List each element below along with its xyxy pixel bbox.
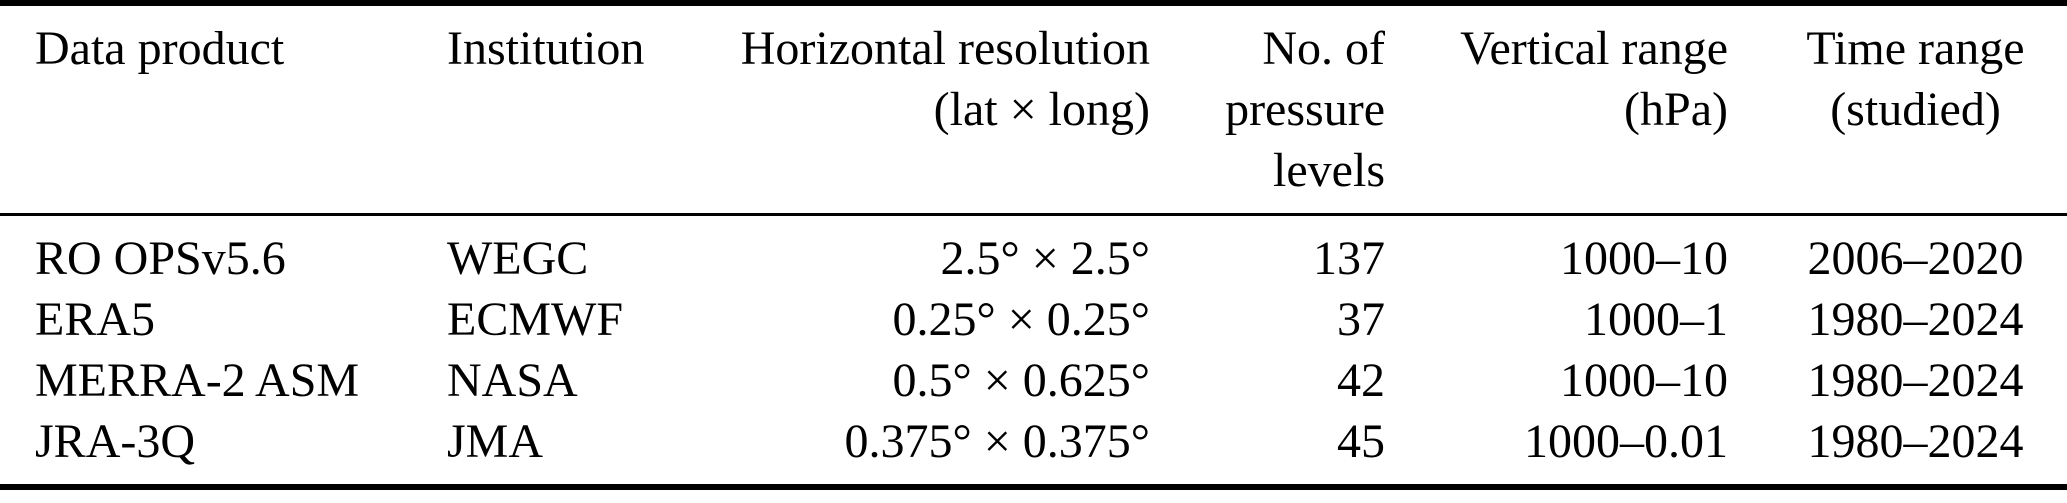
table-row: JRA-3Q JMA 0.375° × 0.375° 45 1000–0.01 …: [0, 411, 2067, 487]
table-row: ERA5 ECMWF 0.25° × 0.25° 37 1000–1 1980–…: [0, 289, 2067, 350]
header-row: Data product Institution Horizontal reso…: [0, 3, 2067, 216]
cell-resolution: 0.25° × 0.25°: [892, 292, 1150, 346]
cell-institution: JMA: [447, 414, 544, 468]
cell-resolution: 0.375° × 0.375°: [844, 414, 1150, 468]
table-row: RO OPSv5.6 WEGC 2.5° × 2.5° 137 1000–10 …: [0, 214, 2067, 289]
cell-levels: 137: [1313, 231, 1385, 285]
cell-levels: 37: [1337, 292, 1385, 346]
cell-data-product: RO OPSv5.6: [35, 231, 286, 285]
cell-time-range: 1980–2024: [1807, 353, 2024, 407]
cell-institution: NASA: [447, 353, 578, 407]
col-header-pressure-levels: No. of pressure levels: [1165, 3, 1395, 216]
col-header-vertical-range: Vertical range (hPa): [1395, 3, 1740, 216]
table-header: Data product Institution Horizontal reso…: [0, 3, 2067, 216]
cell-time-range: 1980–2024: [1807, 414, 2024, 468]
cell-data-product: JRA-3Q: [35, 414, 196, 468]
cell-time-range: 2006–2020: [1807, 231, 2024, 285]
cell-data-product: MERRA-2 ASM: [35, 353, 360, 407]
cell-resolution: 2.5° × 2.5°: [940, 231, 1150, 285]
data-products-table: Data product Institution Horizontal reso…: [0, 0, 2067, 490]
cell-vertical-range: 1000–10: [1560, 353, 1728, 407]
cell-institution: ECMWF: [447, 292, 624, 346]
cell-vertical-range: 1000–1: [1584, 292, 1728, 346]
cell-time-range: 1980–2024: [1807, 292, 2024, 346]
cell-levels: 45: [1337, 414, 1385, 468]
cell-vertical-range: 1000–10: [1560, 231, 1728, 285]
cell-vertical-range: 1000–0.01: [1524, 414, 1728, 468]
cell-resolution: 0.5° × 0.625°: [892, 353, 1150, 407]
col-header-time-range: Time range (studied): [1740, 3, 2067, 216]
col-header-data-product: Data product: [0, 3, 440, 216]
col-header-institution: Institution: [440, 3, 725, 216]
table-row: MERRA-2 ASM NASA 0.5° × 0.625° 42 1000–1…: [0, 350, 2067, 411]
table-body: RO OPSv5.6 WEGC 2.5° × 2.5° 137 1000–10 …: [0, 214, 2067, 487]
cell-institution: WEGC: [447, 231, 589, 285]
col-header-horizontal-resolution: Horizontal resolution (lat × long): [725, 3, 1165, 216]
cell-data-product: ERA5: [35, 292, 155, 346]
cell-levels: 42: [1337, 353, 1385, 407]
